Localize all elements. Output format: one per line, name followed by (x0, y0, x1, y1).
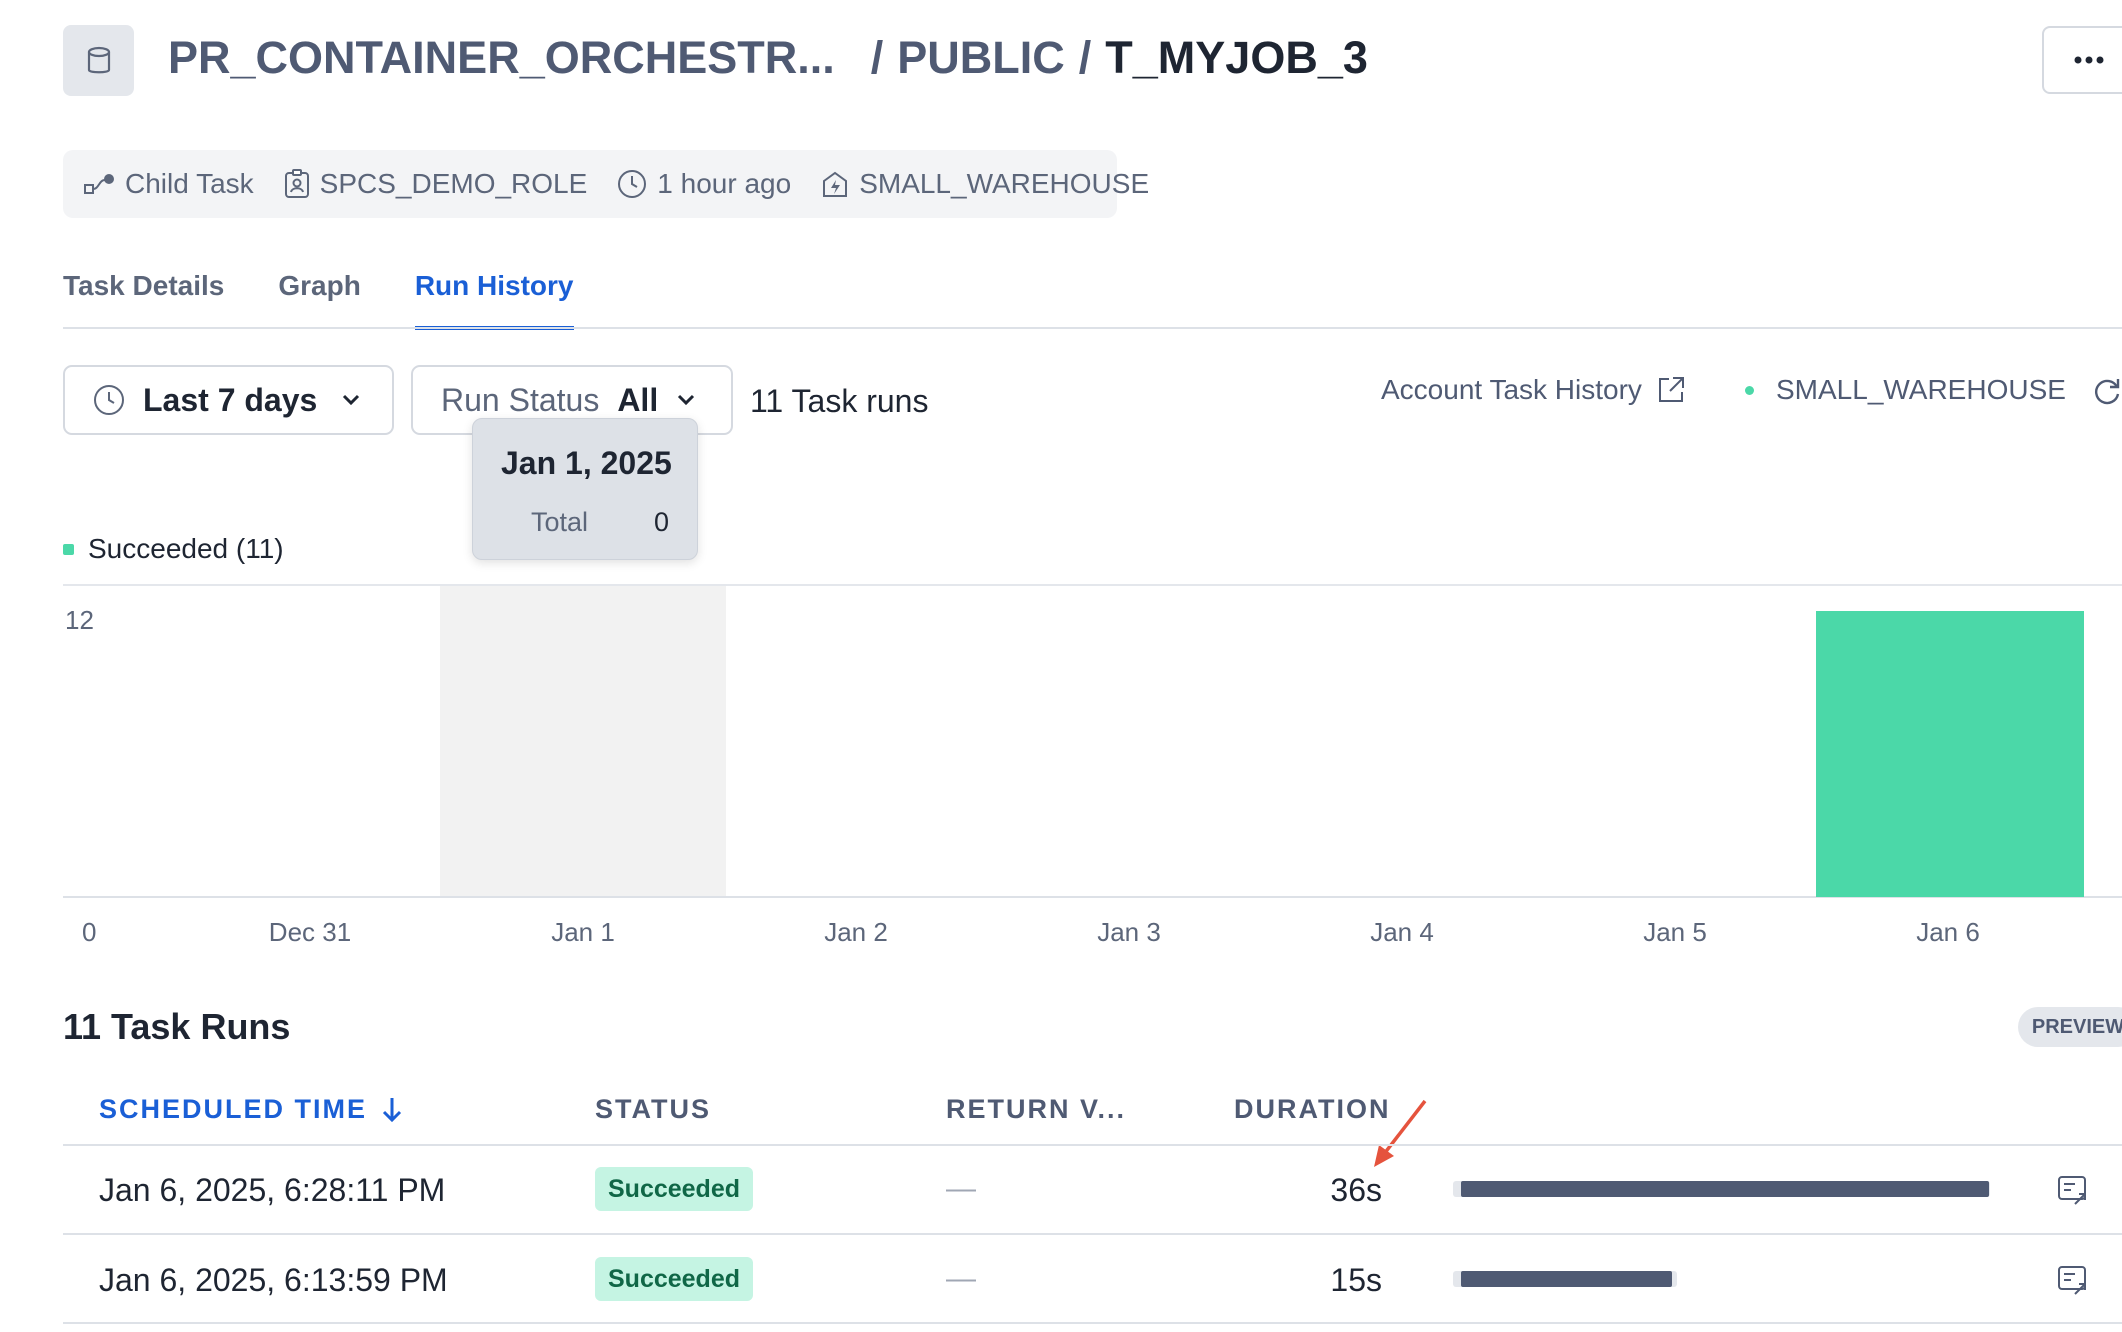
x-tick-label: Jan 6 (1916, 917, 1980, 947)
tab-bar: Task Details Graph Run History (63, 265, 574, 330)
legend-label: Succeeded (11) (88, 533, 284, 564)
x-tick-label: Dec 31 (269, 917, 351, 947)
run-history-chart: 12 0 Dec 31 Jan 1 Jan 2 Jan 3 Jan 4 Jan 5 Jan 6 (63, 584, 2122, 947)
hover-highlight (440, 585, 726, 897)
more-horizontal-icon (2074, 56, 2104, 64)
tooltip-value: 0 (653, 507, 669, 537)
chart-legend: Succeeded (11) (63, 533, 284, 565)
breadcrumb-separator: / (1078, 32, 1092, 83)
account-task-history-link[interactable]: Account Task History (1381, 374, 1686, 406)
tabs-divider (63, 327, 2122, 329)
table-row-return-value: — (946, 1262, 976, 1295)
x-tick-label: Jan 2 (824, 917, 888, 947)
external-link-icon (1658, 377, 1684, 402)
date-range-label: Last 7 days (143, 381, 318, 418)
y-tick-label: 0 (82, 917, 96, 947)
x-tick-label: Jan 4 (1370, 917, 1434, 947)
duration-bar (1453, 1181, 1990, 1197)
refresh-icon[interactable] (2092, 376, 2122, 406)
duration-bar-fill (1461, 1181, 1989, 1197)
tab-graph[interactable]: Graph (278, 270, 361, 301)
child-task-icon (84, 174, 114, 194)
column-header-duration[interactable]: DURATION (1234, 1094, 1391, 1124)
x-tick-label: Jan 3 (1097, 917, 1161, 947)
table-row-scheduled-time[interactable]: Jan 6, 2025, 6:28:11 PM (99, 1172, 446, 1208)
run-status-dropdown[interactable]: Run Status All (411, 365, 733, 435)
legend-swatch (63, 543, 74, 555)
column-header-scheduled-time[interactable]: SCHEDULED TIME (99, 1094, 403, 1125)
meta-updated-label: 1 hour ago (657, 168, 792, 199)
status-badge: Succeeded (595, 1257, 754, 1301)
bar-succeeded (1816, 611, 2084, 897)
annotation-arrow (1374, 1099, 1427, 1167)
task-runs-heading: 11 Task Runs (63, 1006, 291, 1047)
date-range-dropdown[interactable]: Last 7 days (63, 365, 394, 435)
meta-role-label: SPCS_DEMO_ROLE (319, 168, 588, 199)
warehouse-icon (823, 171, 848, 197)
table-divider (63, 1144, 2122, 1146)
meta-updated: 1 hour ago (617, 168, 791, 200)
table-divider (63, 1322, 2122, 1324)
breadcrumb: PR_CONTAINER_ORCHESTR... / PUBLIC / T_MY… (168, 32, 1368, 84)
task-runs-count: 11 Task runs (750, 383, 929, 419)
column-header-scheduled-time-label: SCHEDULED TIME (99, 1094, 368, 1124)
page-title: T_MYJOB_3 (1105, 32, 1368, 83)
warehouse-indicator-label: SMALL_WAREHOUSE (1776, 374, 2066, 405)
table-row-duration: 36s (1330, 1172, 1382, 1208)
warehouse-indicator: SMALL_WAREHOUSE (1745, 374, 2066, 406)
table-row-return-value: — (946, 1172, 976, 1205)
status-dot (1745, 385, 1754, 395)
meta-warehouse-label: SMALL_WAREHOUSE (859, 168, 1150, 199)
table-row-scheduled-time[interactable]: Jan 6, 2025, 6:13:59 PM (99, 1262, 448, 1298)
database-icon-tile (63, 25, 134, 96)
run-status-value: All (617, 381, 659, 418)
clock-icon (618, 170, 647, 198)
tab-run-history[interactable]: Run History (414, 265, 574, 330)
view-details-icon[interactable] (2057, 1264, 2089, 1296)
meta-role: SPCS_DEMO_ROLE (284, 168, 588, 200)
tooltip-date: Jan 1, 2025 (501, 445, 672, 481)
duration-bar-fill (1461, 1271, 1672, 1287)
run-status-label: Run Status (441, 381, 600, 418)
arrow-down-icon (382, 1097, 402, 1122)
breadcrumb-schema[interactable]: PUBLIC (897, 32, 1065, 83)
table-divider (63, 1233, 2122, 1235)
table-row-duration: 15s (1330, 1262, 1382, 1298)
column-header-status[interactable]: STATUS (595, 1094, 711, 1124)
duration-bar (1453, 1271, 1677, 1287)
meta-task-type: Child Task (83, 168, 254, 200)
meta-warehouse: SMALL_WAREHOUSE (821, 168, 1149, 200)
status-badge: Succeeded (595, 1167, 754, 1211)
more-options-button[interactable] (2042, 26, 2122, 94)
chevron-down-icon (343, 394, 360, 406)
x-tick-label: Jan 5 (1643, 917, 1707, 947)
y-tick-label: 12 (65, 605, 94, 635)
clock-icon (94, 385, 124, 415)
task-meta-bar: Child Task SPCS_DEMO_ROLE 1 hour ago SMA… (63, 150, 1149, 218)
breadcrumb-database[interactable]: PR_CONTAINER_ORCHESTR... (168, 32, 835, 83)
tab-task-details[interactable]: Task Details (63, 270, 225, 301)
account-task-history-label: Account Task History (1381, 374, 1642, 405)
chart-tooltip: Jan 1, 2025 Total 0 (472, 418, 698, 560)
tooltip-label: Total (531, 507, 589, 537)
column-header-return-value[interactable]: RETURN V... (946, 1094, 1127, 1124)
view-details-icon[interactable] (2057, 1174, 2089, 1206)
preview-badge: PREVIEW (2018, 1007, 2122, 1047)
chevron-down-icon (678, 394, 695, 406)
role-badge-icon (284, 169, 309, 198)
database-icon (87, 46, 110, 73)
breadcrumb-separator: / (870, 32, 884, 83)
meta-task-type-label: Child Task (125, 168, 254, 199)
x-tick-label: Jan 1 (551, 917, 615, 947)
